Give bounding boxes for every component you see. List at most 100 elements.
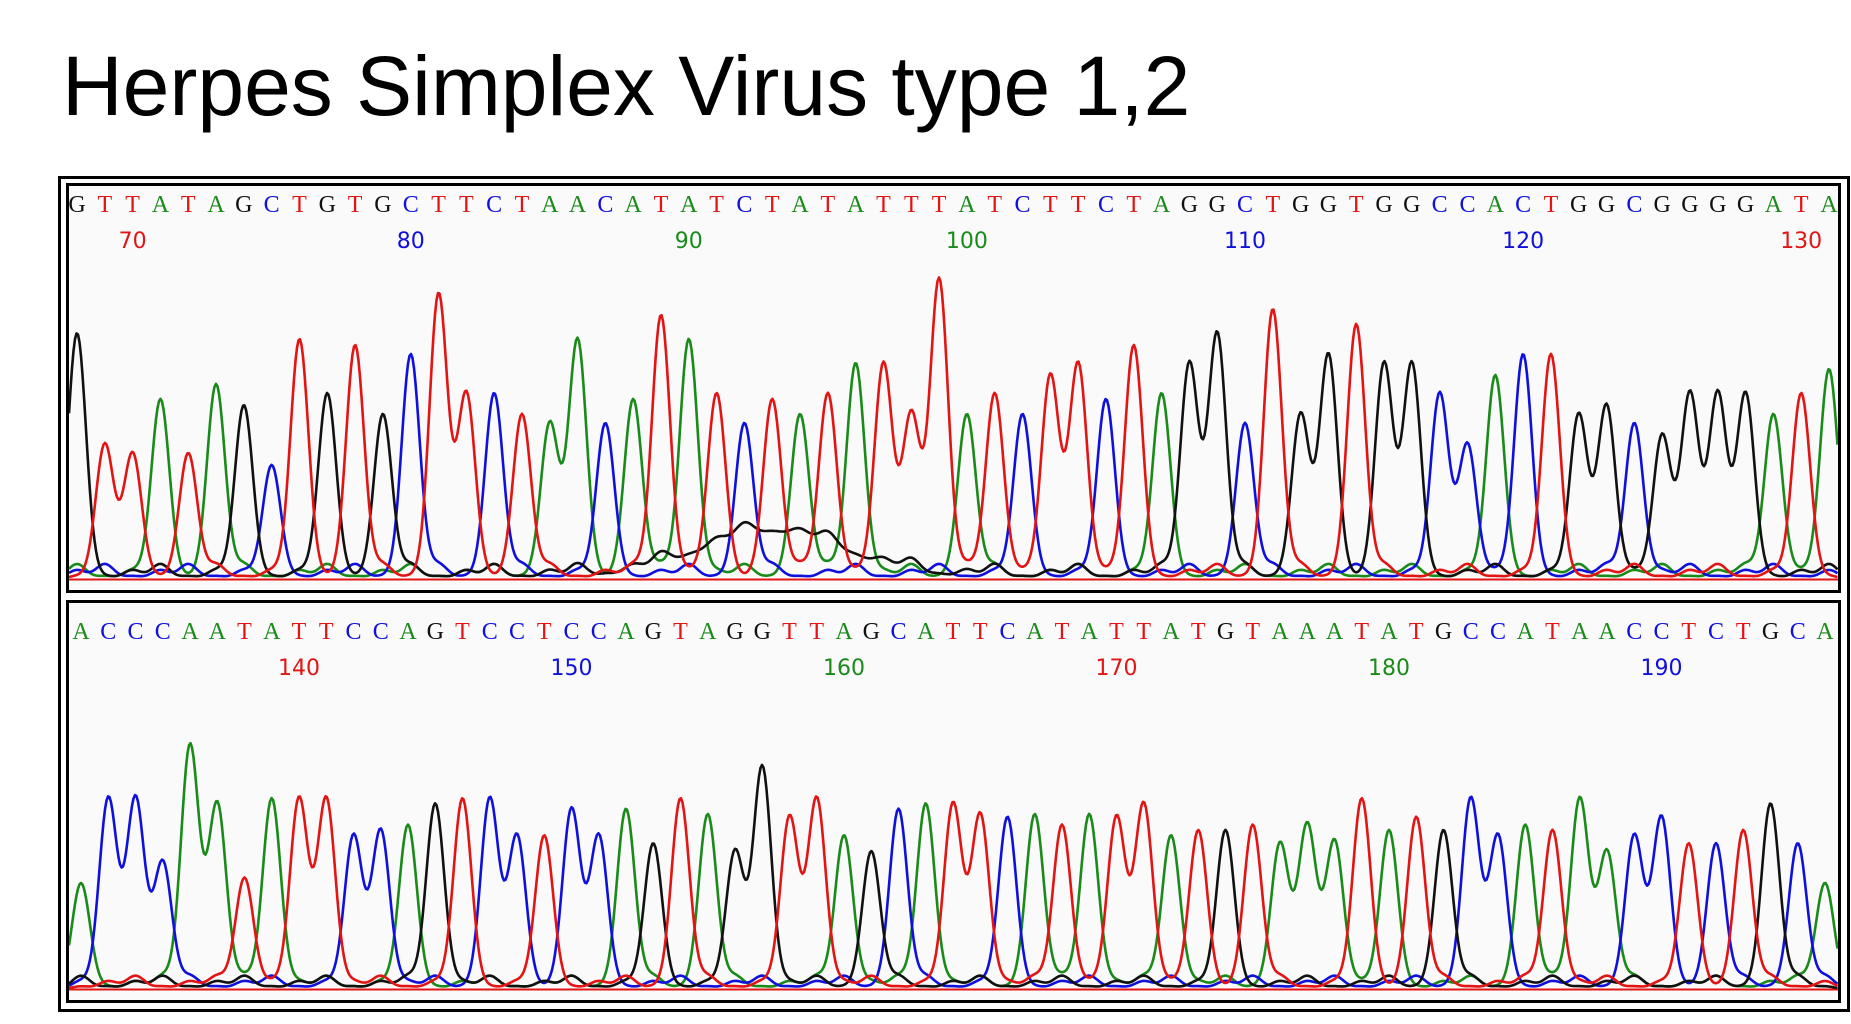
base-call-C: C bbox=[1790, 619, 1806, 645]
base-call-C: C bbox=[1708, 619, 1724, 645]
base-call-T: T bbox=[181, 192, 196, 218]
base-call-A: A bbox=[263, 619, 281, 645]
position-label: 160 bbox=[823, 656, 865, 681]
base-call-A: A bbox=[1487, 192, 1505, 218]
base-call-T: T bbox=[348, 192, 363, 218]
base-call-A: A bbox=[1299, 619, 1317, 645]
base-call-C: C bbox=[999, 619, 1015, 645]
base-call-G: G bbox=[754, 619, 771, 645]
base-call-A: A bbox=[399, 619, 417, 645]
base-call-G: G bbox=[1320, 192, 1337, 218]
base-call-C: C bbox=[563, 619, 579, 645]
base-call-G: G bbox=[1570, 192, 1587, 218]
base-call-C: C bbox=[890, 619, 906, 645]
base-call-A: A bbox=[835, 619, 853, 645]
base-call-T: T bbox=[1126, 192, 1141, 218]
base-call-C: C bbox=[1098, 192, 1114, 218]
base-call-T: T bbox=[654, 192, 669, 218]
base-call-T: T bbox=[125, 192, 140, 218]
base-call-C: C bbox=[1015, 192, 1031, 218]
base-call-T: T bbox=[319, 619, 334, 645]
base-call-T: T bbox=[809, 619, 824, 645]
base-call-C: C bbox=[155, 619, 171, 645]
base-call-G: G bbox=[374, 192, 391, 218]
base-call-C: C bbox=[1459, 192, 1475, 218]
base-call-G: G bbox=[1653, 192, 1670, 218]
position-label: 120 bbox=[1502, 229, 1544, 254]
base-call-T: T bbox=[431, 192, 446, 218]
base-call-G: G bbox=[1209, 192, 1226, 218]
base-call-A: A bbox=[680, 192, 698, 218]
base-call-T: T bbox=[537, 619, 552, 645]
position-label: 170 bbox=[1096, 656, 1138, 681]
base-call-G: G bbox=[1737, 192, 1754, 218]
base-call-C: C bbox=[591, 619, 607, 645]
base-call-T: T bbox=[1136, 619, 1151, 645]
base-call-T: T bbox=[987, 192, 1002, 218]
base-call-A: A bbox=[181, 619, 199, 645]
position-label: 90 bbox=[675, 229, 703, 254]
base-call-A: A bbox=[1081, 619, 1099, 645]
base-call-A: A bbox=[1326, 619, 1344, 645]
base-call-C: C bbox=[509, 619, 525, 645]
base-call-C: C bbox=[264, 192, 280, 218]
base-call-T: T bbox=[1681, 619, 1696, 645]
base-call-C: C bbox=[1653, 619, 1669, 645]
base-call-T: T bbox=[1191, 619, 1206, 645]
trace-T bbox=[69, 276, 1838, 579]
base-call-T: T bbox=[973, 619, 988, 645]
base-call-A: A bbox=[625, 192, 643, 218]
base-call-T: T bbox=[709, 192, 724, 218]
base-call-A: A bbox=[1380, 619, 1398, 645]
base-call-T: T bbox=[904, 192, 919, 218]
position-label: 150 bbox=[551, 656, 593, 681]
base-call-G: G bbox=[1762, 619, 1779, 645]
trace-G bbox=[69, 330, 1838, 578]
base-call-A: A bbox=[541, 192, 559, 218]
base-call-T: T bbox=[455, 619, 470, 645]
base-call-T: T bbox=[1055, 619, 1070, 645]
base-call-T: T bbox=[765, 192, 780, 218]
base-call-A: A bbox=[958, 192, 976, 218]
base-call-T: T bbox=[821, 192, 836, 218]
position-label: 100 bbox=[946, 229, 988, 254]
base-call-C: C bbox=[1515, 192, 1531, 218]
base-call-T: T bbox=[1409, 619, 1424, 645]
base-call-G: G bbox=[645, 619, 662, 645]
base-call-C: C bbox=[486, 192, 502, 218]
base-call-C: C bbox=[736, 192, 752, 218]
base-call-G: G bbox=[427, 619, 444, 645]
base-call-T: T bbox=[1794, 192, 1809, 218]
base-call-A: A bbox=[1517, 619, 1535, 645]
base-call-C: C bbox=[1490, 619, 1506, 645]
base-call-T: T bbox=[1265, 192, 1280, 218]
base-call-A: A bbox=[1765, 192, 1783, 218]
base-call-T: T bbox=[946, 619, 961, 645]
base-call-A: A bbox=[699, 619, 717, 645]
trace-C bbox=[69, 793, 1838, 988]
base-call-T: T bbox=[292, 619, 307, 645]
base-call-T: T bbox=[673, 619, 688, 645]
base-call-C: C bbox=[1626, 192, 1642, 218]
trace-G bbox=[69, 763, 1838, 990]
base-call-T: T bbox=[237, 619, 252, 645]
base-call-A: A bbox=[847, 192, 865, 218]
base-call-A: A bbox=[1571, 619, 1589, 645]
base-call-T: T bbox=[1354, 619, 1369, 645]
base-call-T: T bbox=[292, 192, 307, 218]
base-call-C: C bbox=[100, 619, 116, 645]
position-label: 140 bbox=[278, 656, 320, 681]
base-call-A: A bbox=[1598, 619, 1616, 645]
position-label: 130 bbox=[1780, 229, 1822, 254]
base-call-T: T bbox=[932, 192, 947, 218]
base-call-A: A bbox=[569, 192, 587, 218]
position-label: 180 bbox=[1368, 656, 1410, 681]
base-call-T: T bbox=[782, 619, 797, 645]
base-call-G: G bbox=[69, 192, 86, 218]
base-call-T: T bbox=[1071, 192, 1086, 218]
base-call-A: A bbox=[1026, 619, 1044, 645]
base-call-C: C bbox=[1432, 192, 1448, 218]
